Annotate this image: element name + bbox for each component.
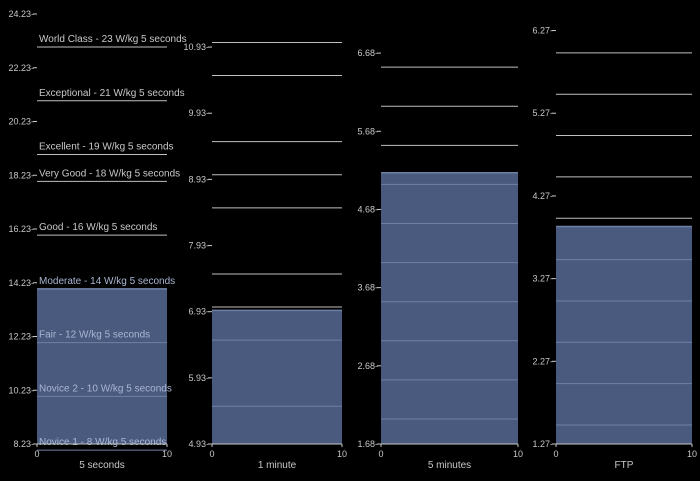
level-label: Novice 2 - 10 W/kg 5 seconds (39, 383, 172, 394)
x-tick-label: 10 (513, 449, 523, 459)
y-tick-label: 20.23- (8, 117, 34, 127)
level-label: Very Good - 18 W/kg 5 seconds (39, 168, 180, 179)
y-tick-label: 5.27- (532, 108, 553, 118)
y-tick-label: 22.23- (8, 63, 34, 73)
y-tick-label: 8.23- (13, 439, 34, 449)
x-tick-label: 0 (34, 449, 39, 459)
y-tick-label: 4.68- (357, 204, 378, 214)
chart-panel-1: Novice 1 - 8 W/kg 5 seconds Novice 2 - 10… (8, 9, 186, 471)
y-tick-label: 2.68- (357, 361, 378, 371)
level-label: Exceptional - 21 W/kg 5 seconds (39, 88, 185, 99)
level-label: Excellent - 19 W/kg 5 seconds (39, 142, 174, 153)
y-tick-label: 10.93- (183, 42, 209, 52)
y-tick-label: 2.27- (532, 356, 553, 366)
x-tick-label: 0 (378, 449, 383, 459)
y-tick-label: 7.93- (188, 241, 209, 251)
x-axis-label: 1 minute (258, 460, 297, 471)
y-tick-label: 4.93- (188, 439, 209, 449)
level-label: World Class - 23 W/kg 5 seconds (39, 34, 187, 45)
x-tick-label: 10 (687, 449, 697, 459)
y-tick-label: 5.93- (188, 373, 209, 383)
x-tick-label: 0 (209, 449, 214, 459)
value-bar (556, 226, 692, 444)
x-axis-label: 5 seconds (79, 460, 125, 471)
y-tick-label: 3.68- (357, 283, 378, 293)
x-axis-label: FTP (615, 460, 634, 471)
chart-panel-2: 4.93- 5.93- 6.93- 7.93- 8.93- 9.93- 10.93- 0 10 1… (183, 41, 347, 471)
value-bar (381, 172, 518, 444)
y-tick-label: 1.68- (357, 439, 378, 449)
y-tick-label: 12.23- (8, 332, 34, 342)
y-tick-label: 24.23- (8, 9, 34, 19)
y-tick-label: 18.23- (8, 170, 34, 180)
y-tick-label: 9.93- (188, 108, 209, 118)
y-tick-label: 8.93- (188, 174, 209, 184)
y-tick-label: 6.27- (532, 26, 553, 36)
y-tick-label: 16.23- (8, 224, 34, 234)
x-axis-label: 5 minutes (428, 460, 471, 471)
chart-panel-4: 1.27- 2.27- 3.27- 4.27- 5.27- 6.27- 0 10 FTP (532, 26, 697, 471)
level-label: Good - 16 W/kg 5 seconds (39, 222, 157, 233)
x-tick-label: 10 (162, 449, 172, 459)
chart-panel-3: 1.68- 2.68- 3.68- 4.68- 5.68- 6.68- 0 10 5 minut… (357, 48, 523, 471)
y-tick-label: 1.27- (532, 439, 553, 449)
y-tick-label: 3.27- (532, 274, 553, 284)
value-bar (212, 310, 342, 444)
x-tick-label: 0 (553, 449, 558, 459)
y-tick-label: 14.23- (8, 278, 34, 288)
y-tick-label: 6.93- (188, 307, 209, 317)
y-tick-label: 6.68- (357, 48, 378, 58)
y-tick-label: 5.68- (357, 126, 378, 136)
y-tick-label: 10.23- (8, 385, 34, 395)
level-label: Moderate - 14 W/kg 5 seconds (39, 276, 175, 287)
level-label: Fair - 12 W/kg 5 seconds (39, 330, 150, 341)
value-bar (37, 288, 167, 444)
x-tick-label: 10 (337, 449, 347, 459)
y-tick-label: 4.27- (532, 191, 553, 201)
level-label: Novice 1 - 8 W/kg 5 seconds (39, 437, 166, 448)
